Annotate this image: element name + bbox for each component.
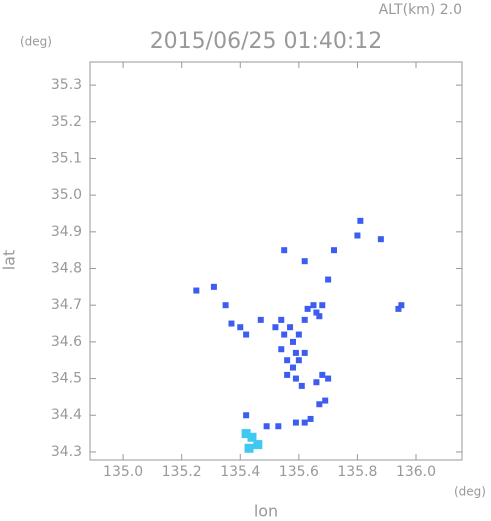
y-tick-label: 34.6 bbox=[51, 334, 82, 350]
y-tick-label: 35.2 bbox=[51, 114, 82, 130]
echo bbox=[292, 375, 299, 382]
x-unit: (deg) bbox=[454, 485, 486, 499]
echo bbox=[301, 349, 308, 356]
plot-frame bbox=[89, 61, 463, 461]
echo bbox=[304, 305, 311, 312]
y-axis-label: lat bbox=[0, 250, 19, 271]
echo bbox=[316, 401, 323, 408]
echo bbox=[301, 258, 308, 265]
x-tick-label: 135.8 bbox=[337, 464, 377, 480]
echo bbox=[272, 324, 279, 331]
x-tick-label: 135.6 bbox=[279, 464, 319, 480]
echo bbox=[281, 331, 288, 338]
y-unit: (deg) bbox=[20, 35, 52, 49]
chart-title: 2015/06/25 01:40:12 bbox=[150, 29, 383, 54]
echo bbox=[287, 324, 294, 331]
echo bbox=[325, 375, 332, 382]
echo bbox=[222, 302, 229, 309]
echo bbox=[325, 276, 332, 283]
echo bbox=[284, 371, 291, 378]
echo bbox=[319, 371, 326, 378]
echo bbox=[319, 302, 326, 309]
x-axis-label: lon bbox=[254, 502, 278, 521]
echo bbox=[354, 232, 361, 239]
echo bbox=[313, 309, 320, 316]
y-tick-label: 34.8 bbox=[51, 261, 82, 277]
y-tick-label: 34.9 bbox=[51, 224, 82, 240]
echo bbox=[281, 247, 288, 254]
x-tick-label: 136.0 bbox=[396, 464, 436, 480]
echo bbox=[298, 382, 305, 389]
altitude: ALT(km) 2.0 bbox=[379, 2, 462, 18]
echo bbox=[241, 429, 251, 439]
echo bbox=[193, 287, 200, 294]
x-tick-label: 135.0 bbox=[103, 464, 143, 480]
echo bbox=[395, 305, 402, 312]
echo bbox=[310, 302, 317, 309]
y-tick-label: 34.3 bbox=[51, 444, 82, 460]
echo bbox=[289, 364, 296, 371]
echo bbox=[330, 247, 337, 254]
echo bbox=[289, 338, 296, 345]
echo bbox=[313, 379, 320, 386]
echo bbox=[284, 357, 291, 364]
echo bbox=[357, 217, 364, 224]
y-tick-label: 35.3 bbox=[51, 77, 82, 93]
x-tick-label: 135.4 bbox=[220, 464, 260, 480]
echo bbox=[210, 283, 217, 290]
echo bbox=[307, 415, 314, 422]
echo bbox=[301, 316, 308, 323]
echo bbox=[247, 432, 257, 442]
x-tick-label: 135.2 bbox=[162, 464, 202, 480]
echo bbox=[398, 302, 405, 309]
echo bbox=[275, 423, 282, 430]
echo bbox=[295, 357, 302, 364]
echo bbox=[228, 320, 235, 327]
echo bbox=[244, 443, 254, 453]
y-tick-label: 35.0 bbox=[51, 187, 82, 203]
y-tick-label: 34.7 bbox=[51, 297, 82, 313]
echo bbox=[316, 313, 323, 320]
echo bbox=[253, 440, 263, 450]
echo bbox=[263, 423, 270, 430]
echo bbox=[322, 397, 329, 404]
echo bbox=[243, 412, 250, 419]
echo bbox=[377, 236, 384, 243]
y-tick-label: 34.4 bbox=[51, 407, 82, 423]
echo bbox=[278, 316, 285, 323]
echo bbox=[292, 419, 299, 426]
echo bbox=[301, 419, 308, 426]
echo bbox=[295, 331, 302, 338]
echo bbox=[237, 324, 244, 331]
echo bbox=[292, 349, 299, 356]
echo bbox=[278, 346, 285, 353]
y-tick-label: 34.5 bbox=[51, 371, 82, 387]
y-tick-label: 35.1 bbox=[51, 150, 82, 166]
echo bbox=[243, 331, 250, 338]
echo bbox=[257, 316, 264, 323]
